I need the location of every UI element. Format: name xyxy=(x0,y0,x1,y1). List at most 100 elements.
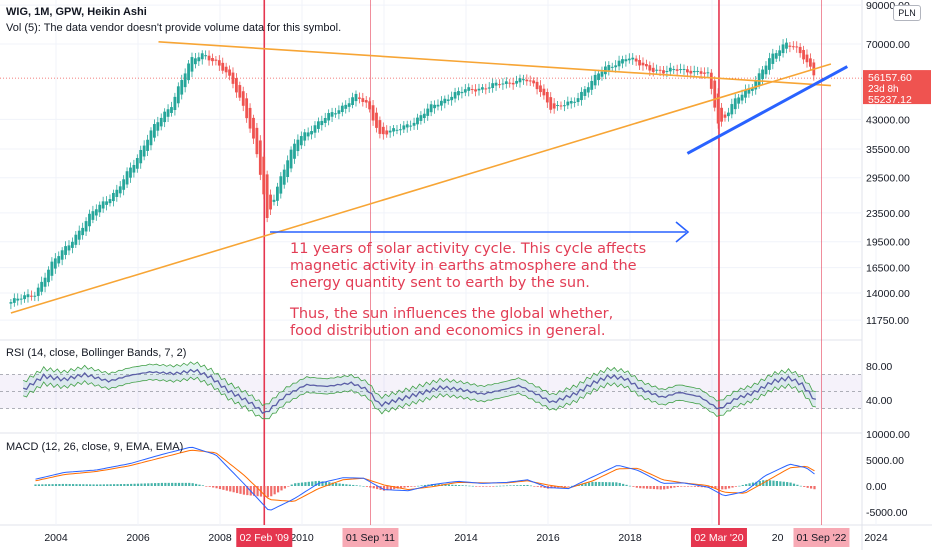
macd-histogram-bar xyxy=(229,486,232,492)
candle-body xyxy=(474,89,477,92)
candle-body xyxy=(563,105,566,107)
candle-body xyxy=(682,68,686,70)
macd-histogram-bar xyxy=(157,483,160,486)
macd-histogram-bar xyxy=(591,481,594,486)
macd-histogram-bar xyxy=(65,483,68,486)
macd-histogram-bar xyxy=(348,484,351,486)
candle-body xyxy=(498,84,501,86)
candle-body xyxy=(508,82,512,84)
macd-histogram-bar xyxy=(314,481,317,486)
macd-histogram-bar xyxy=(95,484,99,486)
macd-histogram-bar xyxy=(372,486,375,489)
candle-body xyxy=(159,117,163,127)
macd-histogram-bar xyxy=(615,482,618,486)
macd-histogram-bar xyxy=(54,484,58,486)
macd-histogram-bar xyxy=(495,485,498,487)
currency-badge[interactable]: PLN xyxy=(893,5,921,21)
candle-body xyxy=(327,113,331,121)
candle-body xyxy=(477,88,481,91)
macd-histogram-bar xyxy=(92,484,95,486)
macd-histogram-bar xyxy=(218,486,222,490)
macd-histogram-bar xyxy=(297,482,300,486)
price-tick-label: 29500.00 xyxy=(866,173,910,185)
secondary-price-value: 55237.12 xyxy=(868,94,912,106)
macd-histogram-bar xyxy=(748,483,751,486)
candle-body xyxy=(429,104,433,113)
macd-histogram-bar xyxy=(188,482,191,486)
price-tick-label: 23500.00 xyxy=(866,208,910,220)
candle-body xyxy=(689,70,693,74)
candle-body xyxy=(501,83,505,85)
candle-body xyxy=(156,122,160,131)
candle-body xyxy=(809,58,812,67)
macd-histogram-bar xyxy=(649,486,652,489)
candle-body xyxy=(426,108,430,116)
candle-body xyxy=(364,100,368,103)
candle-body xyxy=(696,70,700,72)
macd-histogram-bar xyxy=(628,485,632,487)
macd-histogram-bar xyxy=(184,482,187,486)
candle-body xyxy=(460,91,464,94)
event-date-label: 02 Feb '09 xyxy=(240,532,289,544)
macd-histogram-bar xyxy=(246,486,249,496)
blue-trendline xyxy=(686,65,849,155)
macd-histogram-bar xyxy=(714,486,717,489)
candle-body xyxy=(692,70,696,73)
candle-body xyxy=(549,97,553,110)
candle-body xyxy=(228,69,231,76)
candle-body xyxy=(768,58,771,70)
annotation-line-1: 11 years of solar activity cycle. This c… xyxy=(290,241,647,257)
macd-histogram-bar xyxy=(509,485,512,486)
macd-histogram-bar xyxy=(119,484,123,486)
macd-line xyxy=(35,446,815,511)
candle-body xyxy=(115,189,119,197)
candle-body xyxy=(405,124,409,128)
candle-body xyxy=(744,89,747,98)
macd-histogram-bar xyxy=(143,483,146,486)
candle-body xyxy=(139,149,143,164)
price-tick-label: 16500.00 xyxy=(866,263,910,275)
macd-histogram-bar xyxy=(420,485,423,486)
macd-histogram-bar xyxy=(464,485,468,487)
macd-histogram-bar xyxy=(707,486,710,488)
candle-body xyxy=(419,115,423,121)
macd-histogram-bar xyxy=(198,484,201,486)
candle-body xyxy=(388,130,392,133)
candle-body xyxy=(614,65,618,68)
candle-body xyxy=(668,67,672,72)
macd-legend[interactable]: MACD (12, 26, close, 9, EMA, EMA) xyxy=(6,441,184,453)
candle-body xyxy=(675,69,679,71)
macd-histogram-bar xyxy=(181,482,184,486)
candle-body xyxy=(276,186,279,201)
candle-body xyxy=(84,221,88,232)
macd-histogram-bar xyxy=(540,486,543,488)
macd-histogram-bar xyxy=(413,486,416,487)
candle-body xyxy=(272,199,276,202)
candle-body xyxy=(180,80,184,95)
candle-body xyxy=(235,78,238,93)
macd-histogram-bar xyxy=(635,486,638,488)
macd-histogram-bar xyxy=(150,483,153,486)
macd-histogram-bar xyxy=(253,486,256,496)
candle-body xyxy=(12,298,16,303)
macd-histogram-bar xyxy=(362,486,365,487)
x-tick-label: 2018 xyxy=(618,532,642,544)
candle-body xyxy=(600,71,604,77)
macd-histogram-bar xyxy=(669,486,673,489)
candle-body xyxy=(515,80,518,84)
macd-histogram-bar xyxy=(324,481,328,486)
macd-histogram-bar xyxy=(519,485,522,486)
candle-body xyxy=(163,111,167,123)
macd-histogram-bar xyxy=(782,481,785,486)
candle-body xyxy=(463,89,467,93)
rsi-legend[interactable]: RSI (14, close, Bollinger Bands, 7, 2) xyxy=(6,347,187,359)
macd-histogram-bar xyxy=(352,484,355,486)
macd-histogram-bar xyxy=(481,486,485,487)
symbol-header[interactable]: WIG, 1M, GPW, Heikin Ashi xyxy=(6,6,147,18)
macd-histogram-bar xyxy=(34,484,37,486)
macd-histogram-bar xyxy=(676,486,679,487)
candle-body xyxy=(709,72,713,89)
candle-body xyxy=(248,107,252,129)
candles xyxy=(9,38,816,310)
